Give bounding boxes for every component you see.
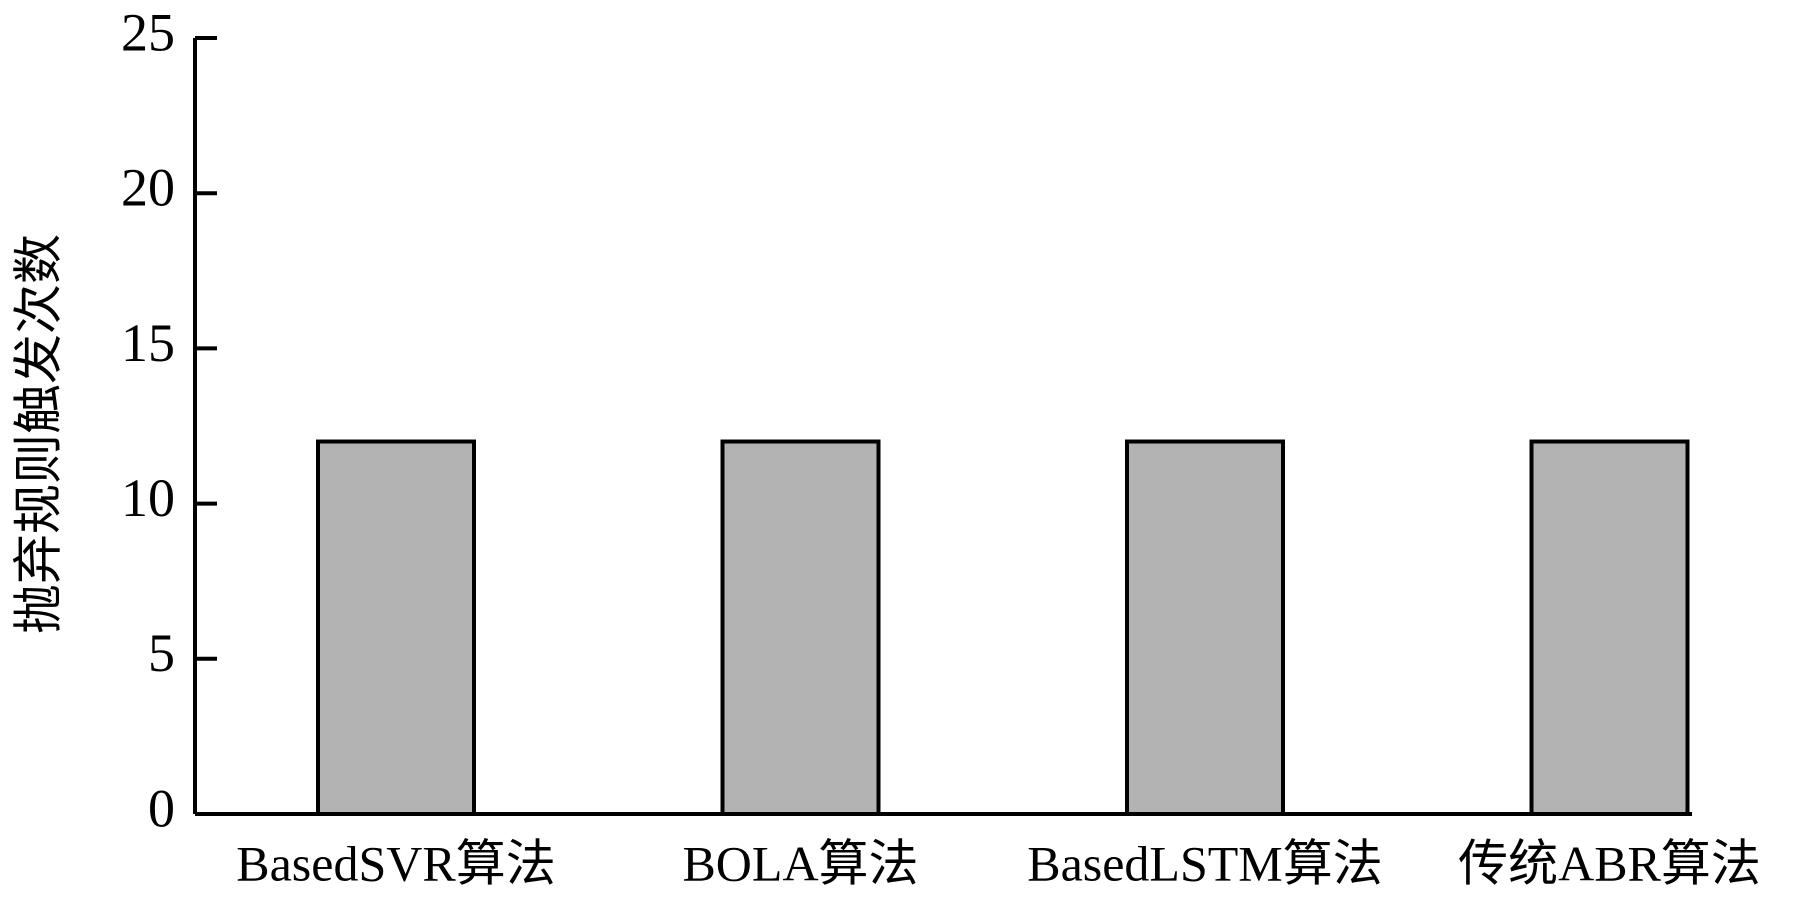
x-tick-label: BOLA算法 (682, 835, 918, 891)
y-tick-label: 10 (121, 468, 175, 528)
bar (316, 439, 476, 816)
bar (1125, 439, 1285, 816)
y-axis-label: 抛弃规则触发次数 (10, 234, 66, 634)
y-tick-label: 20 (121, 158, 175, 218)
bar (1529, 439, 1690, 816)
x-tick-label: BasedLSTM算法 (1027, 835, 1383, 891)
x-tick-label: BasedSVR算法 (236, 835, 555, 891)
y-tick-label: 25 (121, 2, 175, 62)
bar (720, 439, 881, 816)
y-tick-label: 15 (121, 313, 175, 373)
y-tick-label: 0 (148, 778, 175, 838)
x-tick-label: 传统ABR算法 (1458, 835, 1761, 891)
y-tick-label: 5 (148, 623, 175, 683)
